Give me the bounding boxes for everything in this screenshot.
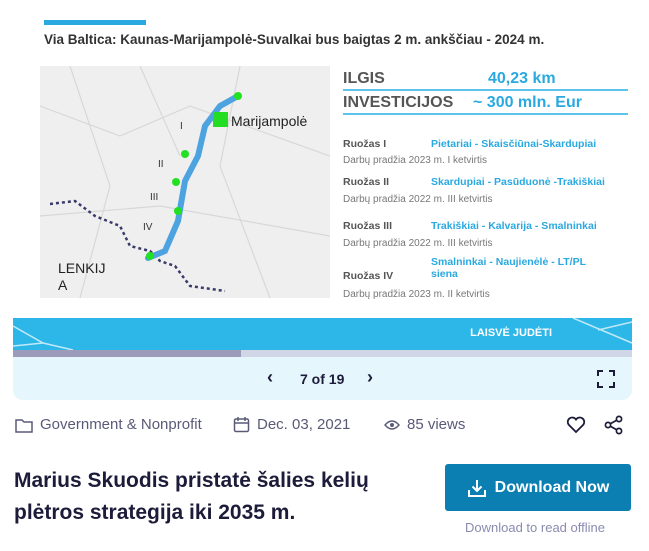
section-route: Skardupiai - Pasūduonė -Trakiškiai bbox=[431, 176, 605, 188]
section-name: Ruožas III bbox=[343, 220, 393, 232]
section-row: Ruožas III Trakiškiai - Kalvarija - Smaln… bbox=[343, 220, 597, 232]
country-line: A bbox=[58, 277, 68, 293]
section-name: Ruožas II bbox=[343, 176, 390, 188]
calendar-icon bbox=[233, 417, 250, 433]
fullscreen-icon[interactable] bbox=[597, 370, 615, 388]
investment-label: INVESTICIJOS bbox=[343, 94, 454, 111]
slide-progress-bar[interactable] bbox=[13, 350, 632, 357]
length-value: 40,23 km bbox=[488, 70, 556, 87]
slide-title: Via Baltica: Kaunas-Marijampolė-Suvalkai… bbox=[44, 32, 545, 47]
slide: Via Baltica: Kaunas-Marijampolė-Suvalkai… bbox=[13, 0, 632, 350]
investment-value: ~ 300 mln. Eur bbox=[473, 94, 582, 111]
route-map: Marijampolė I II III IV LENKIJ A bbox=[40, 66, 330, 298]
map-city-label: Marijampolė bbox=[231, 113, 308, 129]
section-start: Darbų pradžia 2022 m. III ketvirtis bbox=[343, 194, 493, 205]
document-title: Marius Skuodis pristatė šalies kelių plė… bbox=[14, 469, 369, 524]
section-start: Darbų pradžia 2023 m. I ketvirtis bbox=[343, 155, 487, 166]
country-line: LENKIJ bbox=[58, 260, 106, 276]
investment-row: INVESTICIJOS ~ 300 mln. Eur bbox=[343, 94, 628, 115]
map-section-label: I bbox=[180, 121, 183, 132]
length-row: ILGIS 40,23 km bbox=[343, 70, 628, 91]
viewer-controls: ‹ 7 of 19 › bbox=[13, 357, 632, 400]
progress-fill bbox=[13, 350, 241, 357]
section-route: Smalninkai - Naujienėlė - LT/PL siena bbox=[431, 256, 586, 280]
section-row: Ruožas IV Smalninkai - Naujienėlė - LT/PL… bbox=[343, 256, 586, 282]
section-start: Darbų pradžia 2023 m. II ketvirtis bbox=[343, 289, 490, 300]
folder-icon bbox=[15, 418, 33, 433]
download-label: Download Now bbox=[494, 478, 610, 496]
eye-icon bbox=[384, 419, 400, 430]
section-name: Ruožas I bbox=[343, 138, 387, 150]
next-slide-button[interactable]: › bbox=[367, 367, 373, 387]
slide-viewer: Via Baltica: Kaunas-Marijampolė-Suvalkai… bbox=[13, 0, 632, 400]
section-route: Trakiškiai - Kalvarija - Smalninkai bbox=[431, 220, 597, 232]
accent-bar bbox=[44, 20, 146, 25]
length-label: ILGIS bbox=[343, 70, 385, 87]
map-section-label: II bbox=[158, 159, 164, 170]
page-indicator: 7 of 19 bbox=[300, 371, 345, 387]
section-route: Pietariai - Skaisčiūnai-Skardupiai bbox=[431, 138, 597, 150]
banner-text: LAISVĖ JUDĖTI bbox=[470, 327, 552, 339]
section-row: Ruožas I Pietariai - Skaisčiūnai-Skardupi… bbox=[343, 138, 596, 150]
category-label: Government & Nonprofit bbox=[40, 416, 202, 433]
section-name: Ruožas IV bbox=[343, 270, 394, 282]
section-start: Darbų pradžia 2022 m. III ketvirtis bbox=[343, 238, 493, 249]
download-icon bbox=[467, 479, 486, 497]
share-icon[interactable] bbox=[604, 415, 624, 435]
date-label: Dec. 03, 2021 bbox=[257, 416, 351, 433]
map-graphic bbox=[40, 66, 330, 298]
download-offline-note: Download to read offline bbox=[465, 520, 605, 535]
date: Dec. 03, 2021 bbox=[233, 416, 350, 433]
map-country-label: LENKIJ A bbox=[58, 260, 105, 294]
previous-slide-button[interactable]: ‹ bbox=[267, 367, 273, 387]
download-now-button[interactable]: Download Now bbox=[445, 464, 631, 511]
banner-lines bbox=[13, 318, 632, 350]
views: 85 views bbox=[384, 416, 465, 433]
views-label: 85 views bbox=[407, 416, 466, 433]
slide-banner: LAISVĖ JUDĖTI bbox=[13, 318, 632, 350]
map-section-label: III bbox=[150, 192, 159, 203]
map-section-label: IV bbox=[143, 222, 153, 233]
heart-icon[interactable] bbox=[566, 416, 586, 434]
section-row: Ruožas II Skardupiai - Pasūduonė -Trakišk… bbox=[343, 176, 605, 188]
category-link[interactable]: Government & Nonprofit bbox=[15, 416, 202, 433]
